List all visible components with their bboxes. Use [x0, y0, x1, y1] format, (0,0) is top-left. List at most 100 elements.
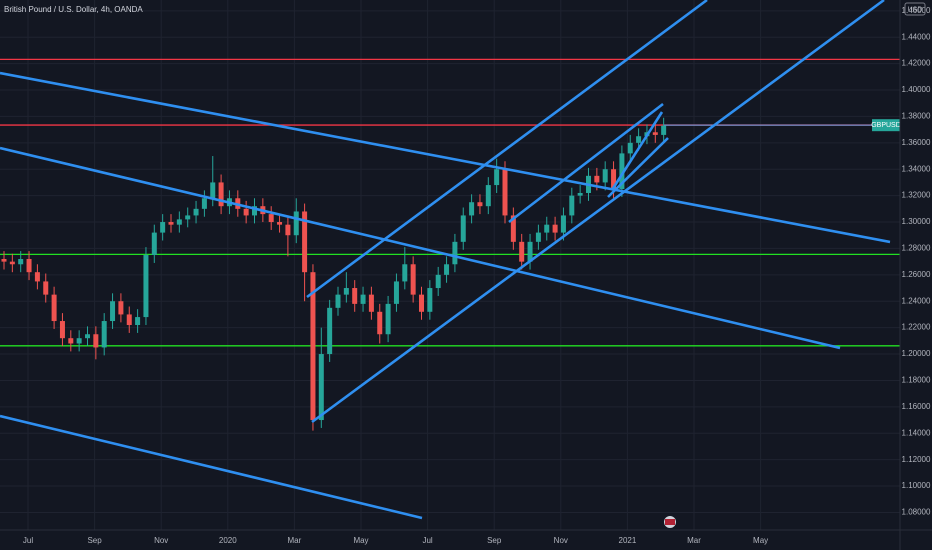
- candle-body: [343, 288, 349, 295]
- candle-body: [611, 169, 617, 190]
- x-tick-label: Mar: [288, 536, 302, 545]
- candles: [1, 117, 667, 431]
- y-tick-label: 1.10000: [902, 481, 931, 490]
- candle-body: [68, 338, 74, 344]
- y-tick-label: 1.12000: [902, 455, 931, 464]
- candle-body: [627, 142, 633, 154]
- candle-body: [544, 224, 550, 233]
- candle-body: [151, 232, 157, 256]
- candle-body: [569, 195, 575, 216]
- candle-body: [168, 222, 174, 225]
- candle-body: [385, 303, 391, 335]
- candle-body: [560, 215, 566, 233]
- candle-body: [460, 215, 466, 242]
- trend-line: [508, 102, 664, 224]
- y-tick-label: 1.26000: [902, 270, 931, 279]
- candle-body: [535, 232, 541, 242]
- candle-body: [218, 182, 224, 207]
- candle-body: [302, 211, 308, 273]
- candle-body: [577, 192, 583, 196]
- candle-body: [85, 334, 90, 339]
- candle-body: [444, 264, 450, 275]
- candle-body: [419, 294, 424, 312]
- trend-line: [0, 414, 423, 520]
- candle-body: [34, 272, 40, 282]
- y-tick-label: 1.42000: [902, 59, 931, 68]
- candle-body: [352, 288, 358, 304]
- candle-body: [101, 321, 107, 348]
- x-tick-label: 2020: [219, 536, 237, 545]
- x-tick-label: May: [753, 536, 768, 545]
- candle-body: [661, 125, 667, 135]
- candle-body: [9, 261, 15, 265]
- x-tick-label: Nov: [554, 536, 568, 545]
- grid: [0, 0, 900, 530]
- currency: USD: [908, 6, 923, 13]
- y-tick-label: 1.08000: [902, 508, 931, 517]
- y-tick-label: 1.32000: [902, 191, 931, 200]
- candle-body: [502, 169, 508, 216]
- candle-body: [327, 307, 333, 355]
- candle-body: [285, 224, 291, 236]
- y-tick-label: 1.20000: [902, 349, 931, 358]
- candle-body: [59, 321, 65, 339]
- trend-line: [311, 0, 885, 424]
- x-tick-label: Sep: [487, 536, 502, 545]
- candle-body: [51, 294, 57, 322]
- x-tick-label: Jul: [422, 536, 432, 545]
- candle-body: [118, 301, 124, 315]
- candle-body: [243, 208, 249, 216]
- candle-body: [310, 272, 316, 421]
- trend-line: [610, 111, 664, 191]
- candle-body: [1, 258, 7, 262]
- x-tick-label: Jul: [23, 536, 33, 545]
- y-tick-label: 1.14000: [902, 428, 931, 437]
- y-tick-label: 1.36000: [902, 138, 931, 147]
- x-tick-label: May: [353, 536, 368, 545]
- y-tick-label: 1.22000: [902, 323, 931, 332]
- candle-body: [185, 215, 191, 220]
- candle-body: [410, 264, 416, 295]
- trend-line: [306, 0, 708, 299]
- candle-body: [277, 222, 283, 225]
- candle-body: [602, 169, 608, 183]
- candle-body: [360, 294, 366, 304]
- trend-lines: [0, 0, 891, 520]
- candle-body: [43, 281, 49, 295]
- symbol: GBPUSD: [871, 122, 901, 129]
- candle-body: [318, 354, 324, 421]
- candle-body: [435, 274, 441, 289]
- y-tick-label: 1.38000: [902, 112, 931, 121]
- candle-body: [126, 314, 132, 325]
- candle-body: [143, 255, 149, 318]
- y-tick-label: 1.34000: [902, 164, 931, 173]
- candle-body: [427, 288, 433, 312]
- y-tick-label: 1.40000: [902, 85, 931, 94]
- candle-body: [193, 208, 199, 216]
- candle-body: [268, 214, 274, 223]
- candle-body: [477, 202, 483, 207]
- candle-body: [552, 224, 558, 233]
- y-tick-label: 1.28000: [902, 244, 931, 253]
- candle-body: [335, 294, 341, 308]
- candle-body: [293, 211, 299, 236]
- y-tick-label: 1.44000: [902, 32, 931, 41]
- axes: 1.08000 1.10000 1.12000 1.14000 1.16000 1.180…: [23, 6, 931, 545]
- candle-body: [110, 301, 116, 322]
- trend-line: [607, 137, 669, 198]
- time-axis: [0, 530, 932, 550]
- flag-stripe: [665, 519, 675, 525]
- candle-body: [377, 311, 383, 335]
- candle-body: [210, 182, 216, 199]
- candle-body: [527, 241, 533, 262]
- x-tick-label: 2021: [619, 536, 637, 545]
- candle-body: [619, 153, 625, 190]
- candle-body: [636, 136, 642, 143]
- flag-icon: [664, 516, 676, 528]
- candle-body: [402, 264, 408, 282]
- price-axis: [900, 0, 932, 550]
- candle-body: [176, 219, 182, 225]
- currency-box: [904, 2, 926, 16]
